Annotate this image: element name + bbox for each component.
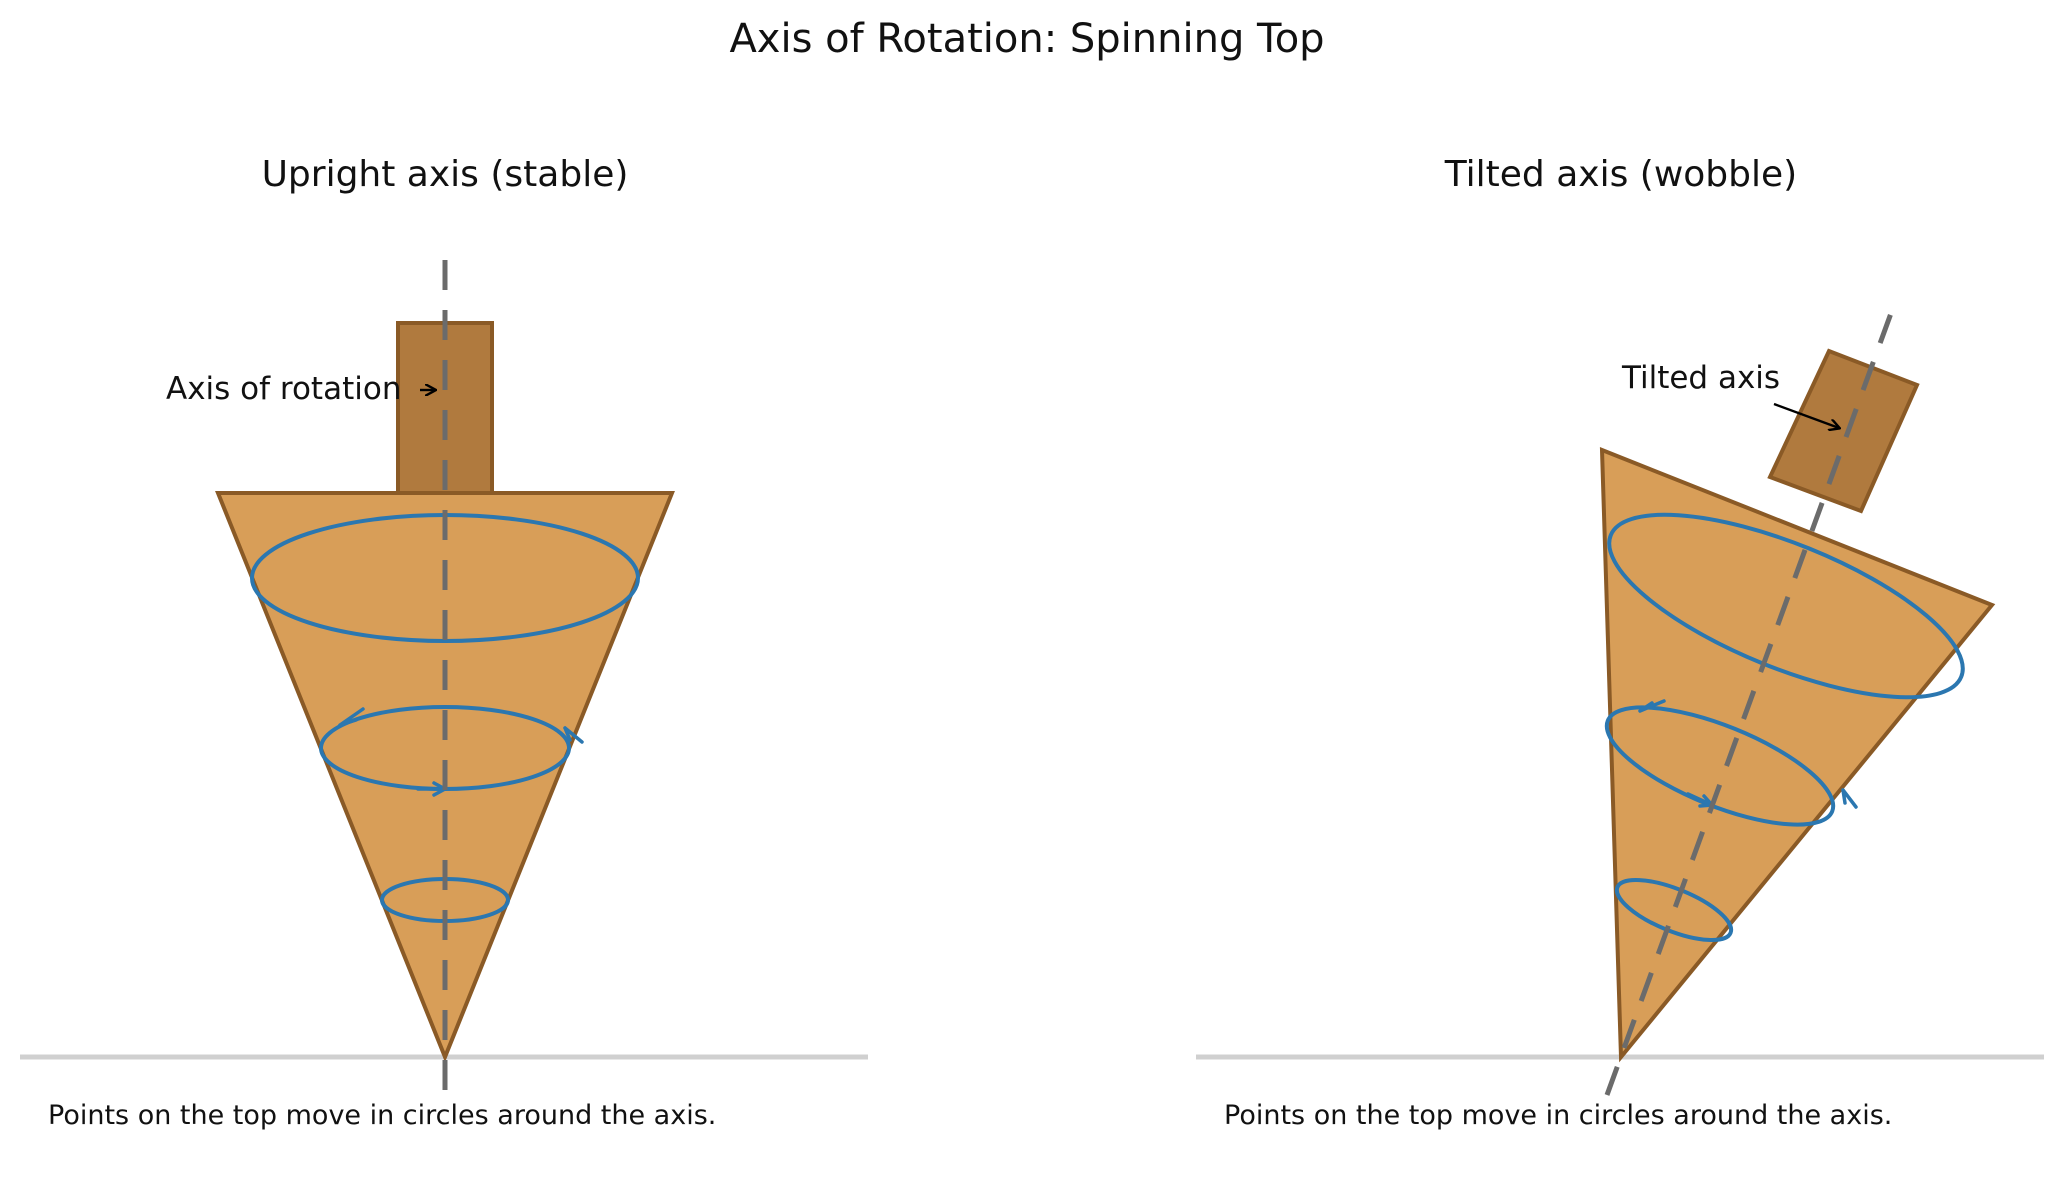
tilted-rotation-axis [1604,304,1897,1096]
tilted-top-body [1599,447,1996,1063]
upright-rotation-arrow-right [563,726,584,744]
upright-caption: Points on the top move in circles around… [48,1100,716,1131]
upright-panel: Upright axis (stable) Axis of rotation P… [20,154,868,1131]
tilted-axis-label-arrow [1773,402,1839,428]
tilted-panel: Tilted axis (wobble) Tilted axis Points … [1196,154,2044,1131]
upright-rotation-arrows [338,707,584,797]
upright-rotation-arrow-left [338,707,365,727]
tilted-axis-label: Tilted axis [1621,360,1780,396]
tilted-rotation-arrow-right [1841,788,1858,809]
upright-axis-label: Axis of rotation [166,371,401,407]
tilted-panel-title: Tilted axis (wobble) [1444,154,1797,195]
upright-panel-title: Upright axis (stable) [262,154,629,195]
tilted-caption: Points on the top move in circles around… [1224,1100,1892,1131]
tilted-top-stem [1767,348,1920,514]
tilted-rotation-arrow-left [1638,699,1666,713]
figure-title: Axis of Rotation: Spinning Top [729,16,1324,62]
